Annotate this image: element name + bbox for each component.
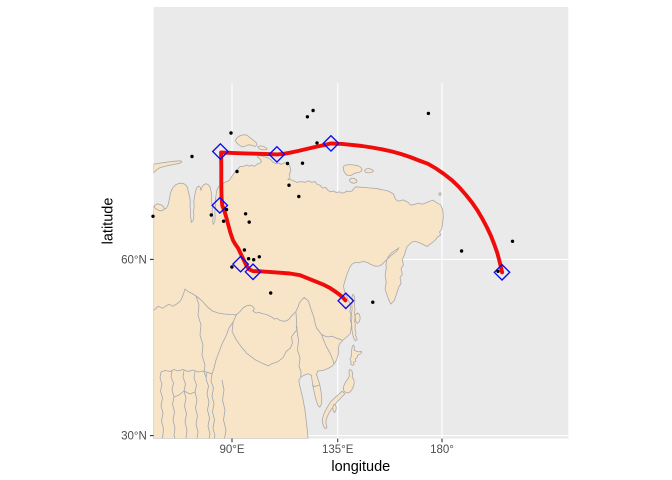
svg-text:30°N: 30°N [121,431,147,443]
svg-text:180°: 180° [430,444,454,456]
svg-text:60°N: 60°N [121,254,147,266]
svg-text:longitude: longitude [331,459,390,475]
svg-text:135°E: 135°E [322,444,354,456]
svg-text:90°E: 90°E [219,444,244,456]
svg-text:latitude: latitude [101,198,117,245]
